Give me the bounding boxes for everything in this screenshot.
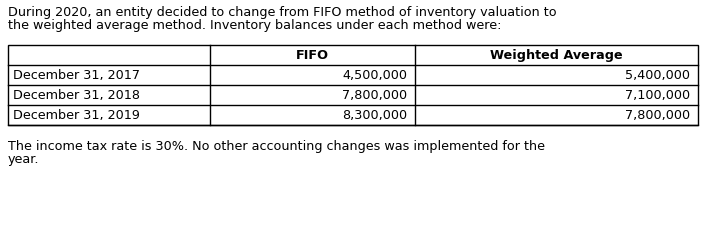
Text: The income tax rate is 30%. No other accounting changes was implemented for the: The income tax rate is 30%. No other acc… xyxy=(8,139,545,152)
Text: During 2020, an entity decided to change from FIFO method of inventory valuation: During 2020, an entity decided to change… xyxy=(8,6,556,19)
Text: FIFO: FIFO xyxy=(296,49,329,62)
Text: 7,800,000: 7,800,000 xyxy=(342,89,407,102)
Text: 4,500,000: 4,500,000 xyxy=(342,69,407,82)
Text: 7,100,000: 7,100,000 xyxy=(625,89,690,102)
Text: 8,300,000: 8,300,000 xyxy=(342,109,407,122)
Bar xyxy=(8,46,698,126)
Text: year.: year. xyxy=(8,152,40,165)
Text: December 31, 2017: December 31, 2017 xyxy=(13,69,140,82)
Text: 7,800,000: 7,800,000 xyxy=(625,109,690,122)
Text: 5,400,000: 5,400,000 xyxy=(625,69,690,82)
Text: December 31, 2019: December 31, 2019 xyxy=(13,109,140,122)
Text: Weighted Average: Weighted Average xyxy=(490,49,623,62)
Text: December 31, 2018: December 31, 2018 xyxy=(13,89,140,102)
Text: the weighted average method. Inventory balances under each method were:: the weighted average method. Inventory b… xyxy=(8,19,501,32)
